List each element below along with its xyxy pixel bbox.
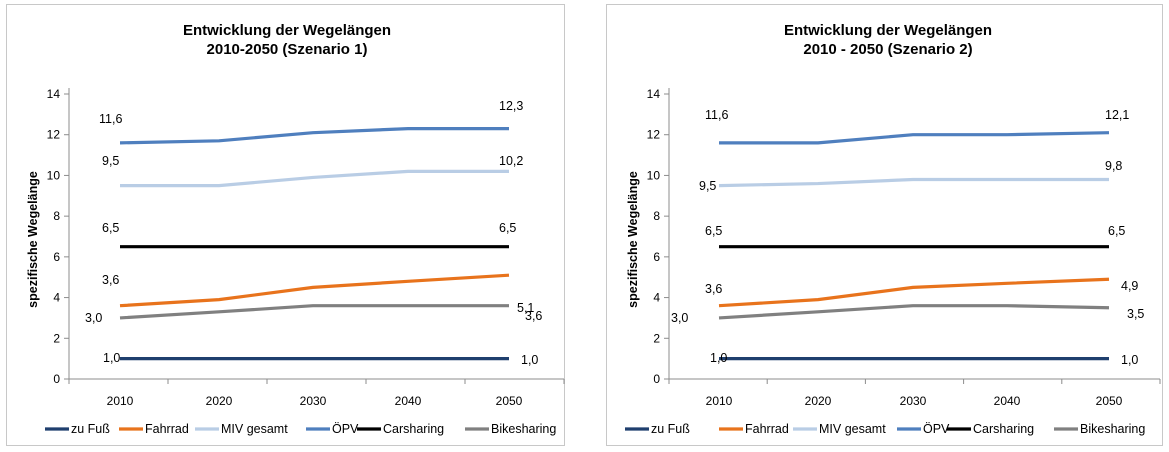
y-tick-label: 4 (53, 291, 60, 305)
legend-label: Bikesharing (1080, 422, 1145, 436)
x-tick-label: 2020 (805, 394, 832, 408)
y-tick-label: 0 (653, 372, 660, 386)
legend-label: zu Fuß (71, 422, 110, 436)
y-tick-label: 0 (53, 372, 60, 386)
chart-title-line-2: 2010-2050 (Szenario 1) (207, 41, 368, 58)
data-label-first: 3,0 (85, 311, 102, 325)
series-line-miv-gesamt (120, 169, 509, 188)
data-label-first: 11,6 (99, 112, 122, 126)
data-label-first: 1,0 (710, 351, 727, 365)
data-label-first: 3,6 (705, 282, 722, 296)
x-tick-label: 2030 (300, 394, 327, 408)
chart-panel-szenario-1: Entwicklung der Wegelängen 2010-2050 (Sze… (6, 4, 565, 446)
data-label-last: 9,8 (1105, 159, 1122, 173)
series-line-fahrrad (119, 273, 510, 308)
data-label-first: 6,5 (102, 221, 119, 235)
line-chart-szenario-1: Entwicklung der Wegelängen 2010-2050 (Sze… (26, 22, 565, 436)
x-tick-label: 2010 (706, 394, 733, 408)
x-tick-label: 2010 (107, 394, 134, 408)
chart-title-line-1: Entwicklung der Wegelängen (183, 22, 391, 39)
data-label-last: 10,2 (499, 154, 523, 168)
data-label-first: 9,5 (102, 154, 119, 168)
legend-label: Carsharing (973, 422, 1034, 436)
data-label-first: 1,0 (103, 351, 120, 365)
data-label-first: 9,5 (699, 179, 716, 193)
y-tick-label: 8 (653, 209, 660, 223)
data-label-last: 3,5 (1127, 307, 1144, 321)
data-label-first: 3,6 (102, 273, 119, 287)
y-axis-label: spezifische Wegelänge (26, 171, 40, 308)
data-label-last: 12,3 (499, 99, 523, 113)
chart-panel-szenario-2: Entwicklung der Wegelängen 2010 - 2050 (S… (606, 4, 1163, 446)
y-tick-label: 4 (653, 291, 660, 305)
data-label-last: 6,5 (499, 221, 516, 235)
chart-title-line-2: 2010 - 2050 (Szenario 2) (803, 41, 972, 58)
y-tick-label: 2 (653, 331, 660, 345)
legend-label: Bikesharing (491, 422, 556, 436)
series-line-miv-gesamt (718, 177, 1109, 188)
y-tick-label: 6 (653, 250, 660, 264)
line-chart-szenario-2: Entwicklung der Wegelängen 2010 - 2050 (S… (625, 22, 1161, 436)
y-tick-label: 6 (53, 250, 60, 264)
y-tick-label: 8 (53, 209, 60, 223)
x-tick-label: 2040 (994, 394, 1021, 408)
data-label-last: 1,0 (1121, 353, 1138, 367)
x-tick-label: 2030 (900, 394, 927, 408)
data-label-first: 11,6 (705, 108, 728, 122)
series-line-bikesharing (718, 304, 1110, 320)
y-axis-label: spezifische Wegelänge (626, 171, 640, 308)
legend-label: Fahrrad (745, 422, 789, 436)
data-label-last: 6,5 (1108, 224, 1125, 238)
legend-label: MIV gesamt (221, 422, 288, 436)
data-label-last: 5,1 (517, 301, 534, 315)
y-tick-label: 14 (647, 87, 661, 101)
legend-label: Fahrrad (145, 422, 189, 436)
data-label-last: 3,6 (525, 309, 542, 323)
y-tick-label: 12 (647, 128, 661, 142)
data-label-last: 4,9 (1121, 279, 1138, 293)
x-tick-label: 2050 (496, 394, 523, 408)
data-label-first: 6,5 (705, 224, 722, 238)
y-tick-label: 14 (47, 87, 61, 101)
y-tick-label: 10 (47, 168, 61, 182)
y-tick-label: 10 (647, 168, 661, 182)
series-line-fahrrad (718, 277, 1110, 308)
legend-label: zu Fuß (651, 422, 690, 436)
x-tick-label: 2020 (206, 394, 233, 408)
series-line-bikesharing (119, 304, 509, 320)
series-line-öpv (719, 131, 1110, 145)
legend-label: Carsharing (383, 422, 444, 436)
y-tick-label: 12 (47, 128, 61, 142)
legend-label: ÖPV (923, 422, 950, 436)
x-tick-label: 2050 (1096, 394, 1123, 408)
legend-label: ÖPV (332, 422, 359, 436)
x-tick-label: 2040 (395, 394, 422, 408)
data-label-last: 1,0 (521, 353, 538, 367)
chart-title-line-1: Entwicklung der Wegelängen (784, 22, 992, 39)
series-line-öpv (119, 127, 509, 145)
data-label-last: 12,1 (1105, 108, 1129, 122)
data-label-first: 3,0 (671, 311, 688, 325)
legend-label: MIV gesamt (819, 422, 886, 436)
y-tick-label: 2 (53, 331, 60, 345)
